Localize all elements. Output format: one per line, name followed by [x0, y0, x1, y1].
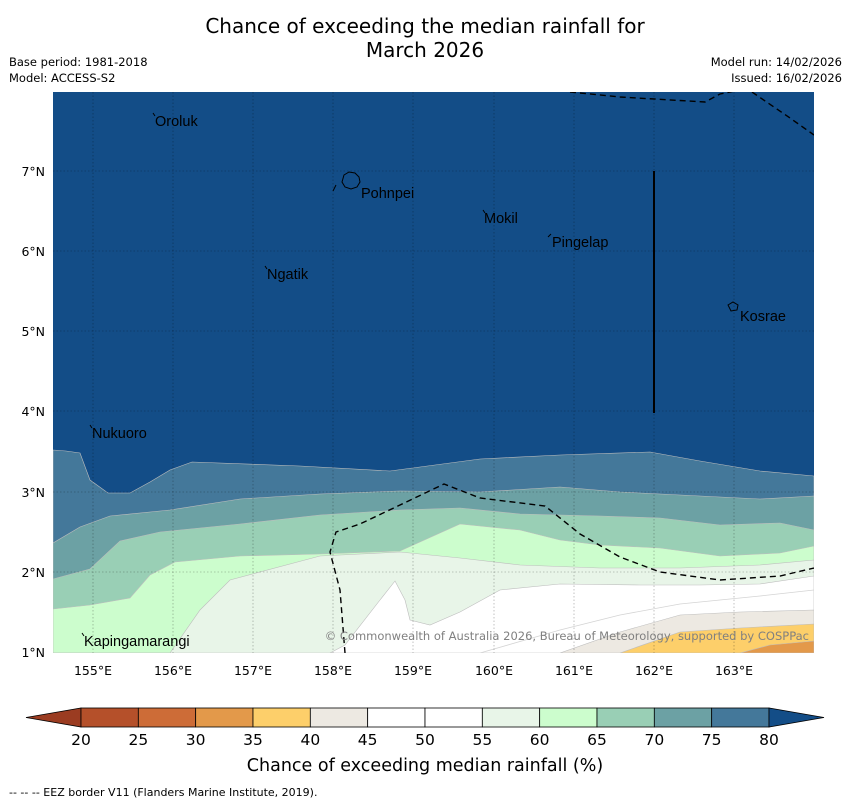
colorbar-segment [539, 707, 598, 728]
colorbar-segment [137, 707, 197, 728]
colorbar-segment [424, 707, 483, 728]
place-pohnpei: Pohnpei [361, 186, 414, 202]
copyright-text: © Commonwealth of Australia 2026, Bureau… [325, 629, 809, 643]
colorbar-tick-label: 75 [702, 731, 722, 749]
place-nukuoro: Nukuoro [92, 426, 147, 442]
lon-tick: 163°E [715, 663, 753, 678]
colorbar-tick-label: 65 [587, 731, 607, 749]
lat-tick: 4°N [21, 404, 45, 419]
lon-tick: 158°E [314, 663, 352, 678]
eez-note: -- -- -- EEZ border V11 (Flanders Marine… [9, 786, 318, 799]
colorbar-tick-label: 25 [128, 731, 148, 749]
colorbar-tick-label: 80 [759, 731, 779, 749]
colorbar-tick-label: 30 [186, 731, 206, 749]
probability-fill [53, 92, 814, 653]
lon-tick: 157°E [234, 663, 272, 678]
issued-date: Issued: 16/02/2026 [731, 71, 842, 85]
colorbar-tick-label: 20 [71, 731, 91, 749]
lon-tick: 161°E [555, 663, 593, 678]
lat-tick: 7°N [21, 164, 45, 179]
colorbar-tick-label: 70 [644, 731, 664, 749]
place-ngatik: Ngatik [267, 267, 309, 283]
lat-tick: 6°N [21, 244, 45, 259]
colorbar-segment [80, 707, 139, 728]
lon-tick-labels: 155°E 156°E 157°E 158°E 159°E 160°E 161°… [74, 663, 753, 678]
colorbar-segment [367, 707, 426, 728]
colorbar-segment [252, 707, 311, 728]
lon-tick: 155°E [74, 663, 112, 678]
band-45-contour [479, 589, 814, 653]
band-35 [619, 623, 814, 653]
colorbar-tick-label: 60 [530, 731, 550, 749]
place-oroluk: Oroluk [155, 114, 198, 130]
eez-borders [329, 92, 814, 653]
lon-tick: 159°E [394, 663, 432, 678]
colorbar: 20 25 30 35 40 45 50 55 60 65 70 75 80 [25, 707, 825, 749]
place-pingelap: Pingelap [552, 235, 608, 251]
place-kapingamarangi: Kapingamarangi [84, 634, 190, 650]
lon-tick: 156°E [154, 663, 192, 678]
islands [81, 112, 739, 637]
colorbar-label: Chance of exceeding median rainfall (%) [246, 756, 604, 776]
lon-tick: 160°E [475, 663, 513, 678]
colorbar-segment [653, 707, 713, 728]
colorbar-extend-high [768, 707, 825, 728]
colorbar-segment [309, 707, 369, 728]
map-title-line-2: March 2026 [365, 38, 485, 62]
colorbar-tick-label: 45 [358, 731, 378, 749]
place-kosrae: Kosrae [740, 309, 786, 325]
place-mokil: Mokil [484, 211, 518, 227]
band-30 [739, 640, 814, 653]
colorbar-segment [195, 707, 254, 728]
lat-tick: 5°N [21, 324, 45, 339]
base-period: Base period: 1981-2018 [9, 55, 148, 69]
colorbar-segment [711, 707, 770, 728]
kosrae-island [727, 301, 739, 312]
model-run: Model run: 14/02/2026 [710, 55, 842, 69]
colorbar-tick-label: 50 [415, 731, 435, 749]
colorbar-segment [481, 707, 541, 728]
lat-tick: 2°N [21, 565, 45, 580]
colorbar-tick-label: 40 [300, 731, 320, 749]
pohnpei-island [341, 171, 361, 190]
lat-tick: 1°N [21, 645, 45, 660]
colorbar-tick-label: 35 [243, 731, 263, 749]
map-title-line-1: Chance of exceeding the median rainfall … [205, 14, 645, 38]
pohnpei-atoll [332, 184, 337, 192]
colorbar-segment [596, 707, 655, 728]
colorbar-tick-label: 55 [472, 731, 492, 749]
model-name: Model: ACCESS-S2 [9, 71, 116, 85]
lon-tick: 162°E [635, 663, 673, 678]
lat-tick-labels: 7°N 6°N 5°N 4°N 3°N 2°N 1°N [21, 164, 45, 660]
colorbar-extend-low [25, 707, 82, 728]
lat-tick: 3°N [21, 485, 45, 500]
